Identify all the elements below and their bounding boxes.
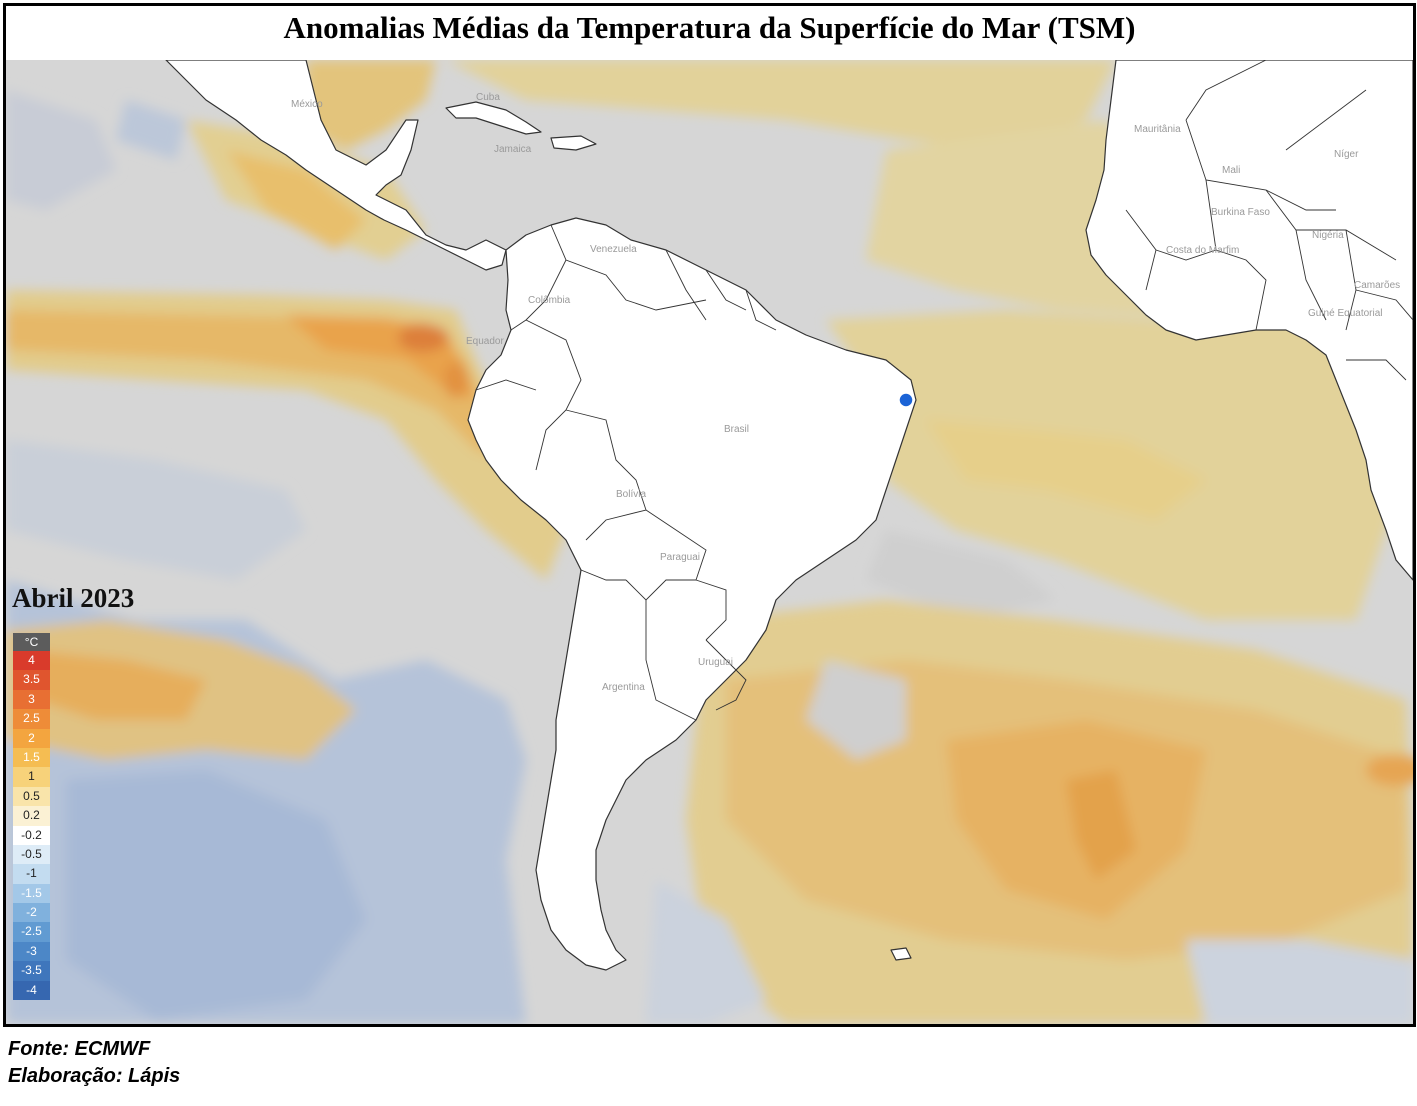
central-america xyxy=(165,60,507,271)
legend-swatch: -3 xyxy=(13,941,50,962)
falklands xyxy=(890,947,912,961)
country-label: Nigéria xyxy=(1312,230,1344,241)
country-label: Brasil xyxy=(724,424,749,435)
country-label: Mauritânia xyxy=(1134,124,1181,135)
country-label: Mali xyxy=(1222,165,1240,176)
cuba xyxy=(445,101,542,135)
country-label: Burkina Faso xyxy=(1211,207,1270,218)
legend-swatch: -0.2 xyxy=(13,825,50,845)
sst-anomaly-field xyxy=(6,60,1413,1024)
country-label: Bolívia xyxy=(616,489,646,500)
legend-swatch: -2 xyxy=(13,903,50,923)
legend-swatch: -1 xyxy=(13,864,50,884)
country-label: México xyxy=(291,99,323,110)
country-label: Guiné Equatorial xyxy=(1308,308,1383,319)
location-marker[interactable] xyxy=(898,392,914,408)
country-borders xyxy=(475,60,1413,721)
legend-swatch: 2.5 xyxy=(13,709,50,729)
legend-swatch: -0.5 xyxy=(13,844,50,865)
country-label: Níger xyxy=(1334,149,1359,160)
source-credit: Fonte: ECMWF xyxy=(8,1038,151,1060)
legend-swatch: 3 xyxy=(13,689,50,710)
legend-swatch: -3.5 xyxy=(13,961,50,981)
hispaniola xyxy=(550,135,597,151)
footer: Fonte: ECMWF Elaboração: Lápis xyxy=(8,1036,180,1090)
map-frame: Anomalias Médias da Temperatura da Super… xyxy=(3,3,1416,1027)
author-credit: Elaboração: Lápis xyxy=(8,1065,181,1087)
legend-swatch: 1.5 xyxy=(13,747,50,768)
legend-swatch: 2 xyxy=(13,728,50,748)
country-label: Venezuela xyxy=(590,244,637,255)
legend-swatch: -4 xyxy=(13,980,50,1001)
legend-swatch: 4 xyxy=(13,651,50,671)
country-label: Camarões xyxy=(1354,280,1400,291)
sst-anomaly-map[interactable]: México Cuba Jamaica Venezuela Colômbia Equado… xyxy=(6,60,1413,1024)
country-label: Colômbia xyxy=(528,295,571,306)
legend-swatch: 0.5 xyxy=(13,786,50,807)
period-label: Abril 2023 xyxy=(12,583,135,613)
country-labels: México Cuba Jamaica Venezuela Colômbia Equado… xyxy=(291,92,1400,693)
legend-swatch: 1 xyxy=(13,767,50,787)
country-label: Costa do Marfim xyxy=(1166,245,1239,256)
color-legend: °C 4 3.5 3 2.5 2 1.5 1 0.5 0.2 -0.2 -0.5 -1 -1.5 -2 -2… xyxy=(13,633,50,1001)
country-label: Paraguai xyxy=(660,552,700,563)
country-label: Argentina xyxy=(602,682,645,693)
legend-unit: °C xyxy=(13,633,50,651)
country-label: Uruguai xyxy=(698,657,733,668)
legend-swatch: -2.5 xyxy=(13,922,50,942)
legend-swatch: 3.5 xyxy=(13,670,50,690)
legend-swatch: 0.2 xyxy=(13,806,50,826)
map-title: Anomalias Médias da Temperatura da Super… xyxy=(6,6,1413,60)
country-label: Equador xyxy=(466,336,504,347)
south-america xyxy=(467,217,917,971)
legend-swatch: -1.5 xyxy=(13,883,50,904)
country-label: Cuba xyxy=(476,92,500,103)
country-label: Jamaica xyxy=(494,144,532,155)
land-masses xyxy=(165,60,1413,971)
